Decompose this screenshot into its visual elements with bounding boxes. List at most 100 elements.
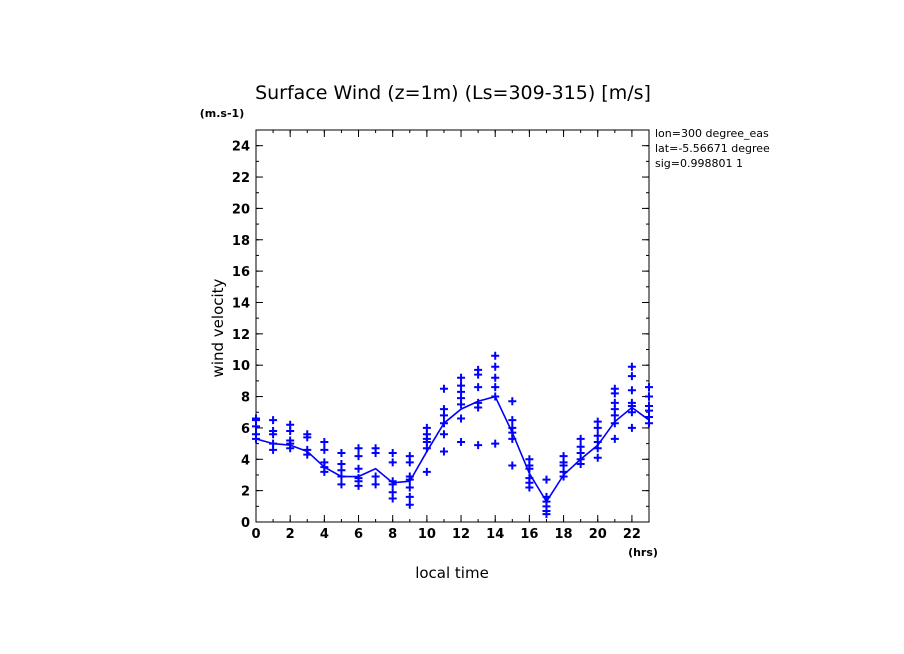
y-tick-label: 22	[232, 171, 250, 186]
x-tick-label: 22	[623, 527, 641, 542]
scatter-point	[371, 449, 380, 458]
scatter-point	[491, 362, 500, 371]
x-tick-label: 4	[320, 527, 329, 542]
scatter-point	[320, 445, 329, 454]
scatter-point	[439, 411, 448, 420]
chart-title: Surface Wind (z=1m) (Ls=309-315) [m/s]	[255, 82, 651, 104]
scatter-point	[457, 400, 466, 409]
scatter-point	[559, 472, 568, 481]
scatter-point	[354, 444, 363, 453]
scatter-point	[627, 362, 636, 371]
scatter-point	[457, 414, 466, 423]
y-unit-label: (m.s-1)	[200, 107, 244, 120]
scatter-point	[610, 411, 619, 420]
plot-frame	[255, 129, 650, 523]
scatter-point	[405, 483, 414, 492]
scatter-point	[371, 472, 380, 481]
scatter-point	[269, 445, 278, 454]
x-axis-label: local time	[415, 564, 489, 582]
scatter-point	[354, 481, 363, 490]
scatter-point	[388, 458, 397, 467]
scatter-point	[474, 441, 483, 450]
scatter-point	[354, 452, 363, 461]
scatter-point	[627, 386, 636, 395]
scatter-point	[439, 384, 448, 393]
x-unit-label: (hrs)	[628, 546, 658, 559]
scatter-point	[457, 438, 466, 447]
scatter-point	[542, 510, 551, 519]
x-tick-label: 8	[388, 527, 397, 542]
scatter-point	[337, 449, 346, 458]
scatter-point	[371, 480, 380, 489]
scatter-point	[610, 389, 619, 398]
scatter-point	[576, 459, 585, 468]
scatter-point	[593, 453, 602, 462]
x-tick-label: 14	[486, 527, 504, 542]
y-tick-label: 20	[232, 202, 250, 217]
scatter-point	[388, 449, 397, 458]
scatter-point	[508, 416, 517, 425]
y-tick-label: 8	[241, 391, 250, 406]
mean-line	[255, 395, 650, 504]
y-tick-label: 18	[232, 234, 250, 249]
x-tick-label: 6	[354, 527, 363, 542]
scatter-point	[645, 383, 653, 392]
scatter-point	[269, 416, 278, 425]
scatter-point	[303, 433, 312, 442]
info-lon: lon=300 degree_eas	[655, 127, 769, 140]
scatter-point	[542, 475, 551, 484]
scatter-point	[269, 430, 278, 439]
y-tick-label: 10	[232, 359, 250, 374]
info-lat: lat=-5.56671 degree	[655, 142, 770, 155]
scatter-point	[439, 447, 448, 456]
x-tick-label: 12	[452, 527, 470, 542]
y-tick-label: 6	[241, 422, 250, 437]
y-axis-label: wind velocity	[209, 278, 227, 377]
x-tick-label: 0	[251, 527, 260, 542]
scatter-point	[525, 483, 534, 492]
scatter-point	[252, 422, 260, 431]
scatter-point	[337, 480, 346, 489]
scatter-point	[439, 430, 448, 439]
scatter-point	[354, 464, 363, 473]
x-tick-label: 18	[555, 527, 573, 542]
y-tick-label: 16	[232, 265, 250, 280]
scatter-point	[491, 351, 500, 360]
y-tick-label: 12	[232, 328, 250, 343]
scatter-point	[474, 403, 483, 412]
scatter-point	[645, 419, 653, 428]
scatter-point	[491, 383, 500, 392]
y-tick-label: 0	[241, 516, 250, 531]
scatter-point	[508, 397, 517, 406]
scatter-point	[405, 500, 414, 509]
scatter-point	[593, 423, 602, 432]
scatter-point	[457, 373, 466, 382]
x-tick-label: 2	[286, 527, 295, 542]
scatter-point	[320, 467, 329, 476]
scatter-point	[286, 427, 295, 436]
info-sig: sig=0.998801 1	[655, 157, 743, 170]
scatter-point	[491, 373, 500, 382]
scatter-point	[474, 383, 483, 392]
scatter-point	[508, 461, 517, 470]
scatter-point	[491, 439, 500, 448]
x-tick-label: 16	[520, 527, 538, 542]
y-tick-label: 4	[241, 453, 250, 468]
scatter-point	[610, 419, 619, 428]
y-tick-label: 14	[232, 296, 250, 311]
x-tick-label: 10	[418, 527, 436, 542]
scatter-point	[320, 438, 329, 447]
scatter-point	[474, 370, 483, 379]
scatter-point	[627, 372, 636, 381]
scatter-point	[610, 434, 619, 443]
y-tick-label: 24	[232, 140, 250, 155]
x-tick-label: 20	[589, 527, 607, 542]
scatter-point	[405, 458, 414, 467]
scatter-point	[388, 480, 397, 489]
scatter-point	[627, 408, 636, 417]
scatter-point	[576, 434, 585, 443]
scatter-point	[627, 423, 636, 432]
scatter-point	[422, 467, 431, 476]
y-tick-label: 2	[241, 485, 250, 500]
